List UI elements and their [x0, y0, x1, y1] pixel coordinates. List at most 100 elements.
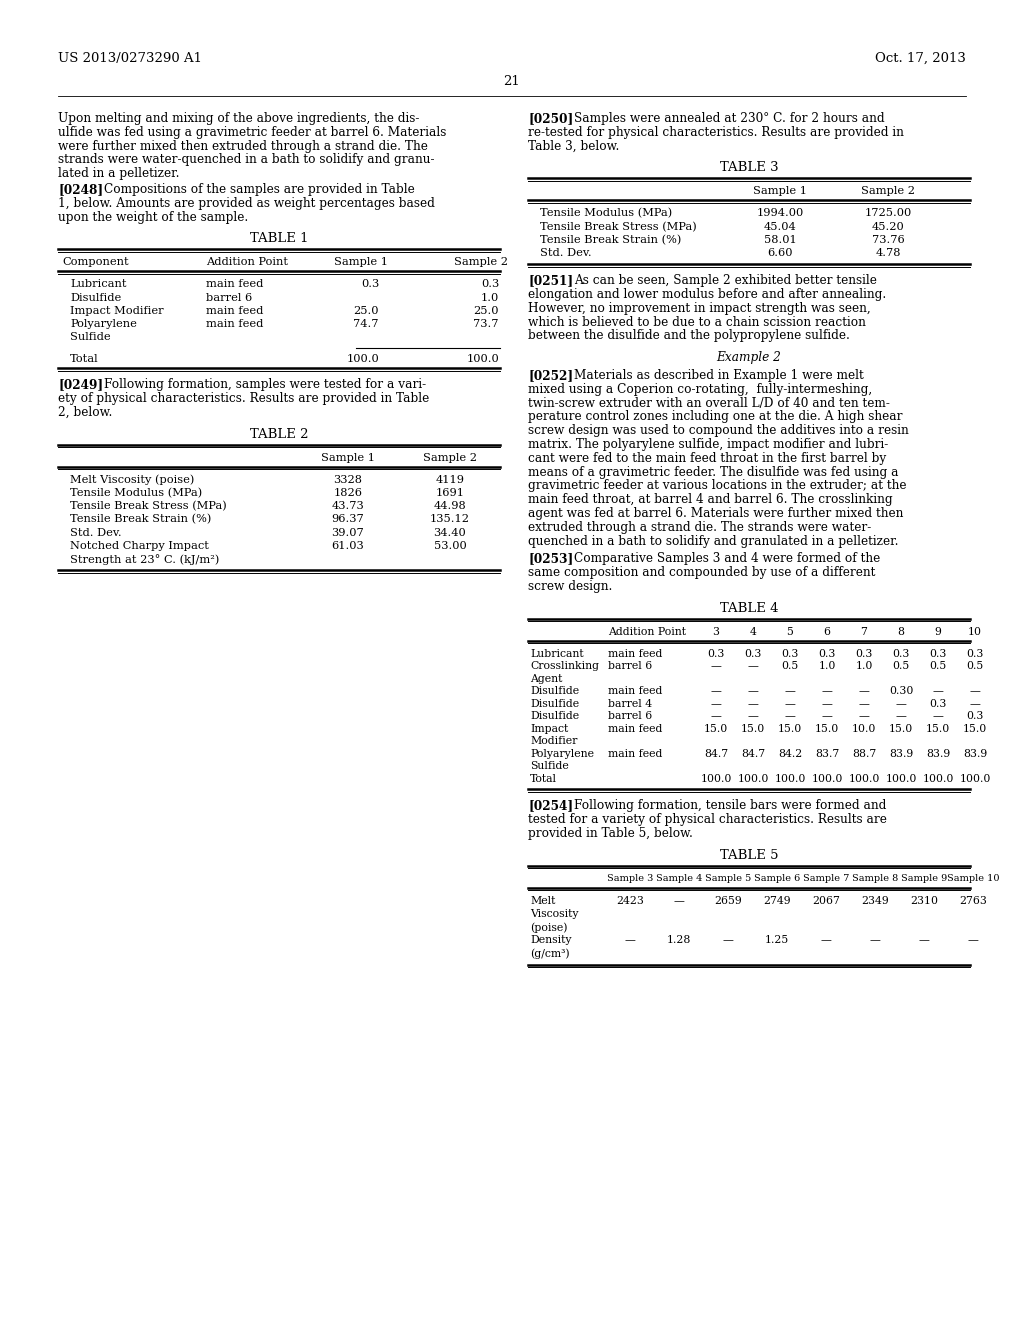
Text: Upon melting and mixing of the above ingredients, the dis-: Upon melting and mixing of the above ing…: [58, 112, 420, 125]
Text: 96.37: 96.37: [332, 515, 365, 524]
Text: 0.3: 0.3: [892, 649, 909, 659]
Text: TABLE 4: TABLE 4: [720, 602, 778, 615]
Text: 83.7: 83.7: [815, 748, 839, 759]
Text: [0253]: [0253]: [528, 552, 573, 565]
Text: —: —: [711, 711, 722, 721]
Text: cant were fed to the main feed throat in the first barrel by: cant were fed to the main feed throat in…: [528, 451, 886, 465]
Text: Viscosity: Viscosity: [530, 909, 579, 919]
Text: barrel 6: barrel 6: [608, 661, 652, 672]
Text: —: —: [919, 936, 930, 945]
Text: —: —: [748, 661, 759, 672]
Text: 1994.00: 1994.00: [757, 209, 804, 218]
Text: Sulfide: Sulfide: [530, 762, 568, 771]
Text: 100.0: 100.0: [346, 354, 379, 364]
Text: screw design was used to compound the additives into a resin: screw design was used to compound the ad…: [528, 424, 908, 437]
Text: Disulfide: Disulfide: [530, 698, 580, 709]
Text: 0.3: 0.3: [930, 649, 946, 659]
Text: 100.0: 100.0: [700, 774, 732, 784]
Text: Sample 5: Sample 5: [705, 874, 752, 883]
Text: 2763: 2763: [959, 896, 987, 906]
Text: 1691: 1691: [435, 488, 465, 498]
Text: —: —: [933, 711, 943, 721]
Text: —: —: [674, 896, 684, 906]
Text: 84.2: 84.2: [778, 748, 802, 759]
Text: 0.3: 0.3: [930, 698, 946, 709]
Text: Following formation, samples were tested for a vari-: Following formation, samples were tested…: [104, 379, 426, 392]
Text: Strength at 23° C. (kJ/m²): Strength at 23° C. (kJ/m²): [70, 554, 219, 565]
Text: 100.0: 100.0: [886, 774, 916, 784]
Text: perature control zones including one at the die. A high shear: perature control zones including one at …: [528, 411, 902, 424]
Text: —: —: [784, 711, 796, 721]
Text: —: —: [748, 686, 759, 697]
Text: —: —: [858, 698, 869, 709]
Text: main feed: main feed: [206, 319, 263, 329]
Text: Total: Total: [530, 774, 557, 784]
Text: 8: 8: [897, 627, 904, 636]
Text: quenched in a bath to solidify and granulated in a pelletizer.: quenched in a bath to solidify and granu…: [528, 535, 898, 548]
Text: TABLE 3: TABLE 3: [720, 161, 778, 174]
Text: 15.0: 15.0: [926, 723, 950, 734]
Text: main feed: main feed: [608, 686, 663, 697]
Text: 100.0: 100.0: [466, 354, 499, 364]
Text: Tensile Break Stress (MPa): Tensile Break Stress (MPa): [540, 222, 696, 232]
Text: Comparative Samples 3 and 4 were formed of the: Comparative Samples 3 and 4 were formed …: [574, 552, 881, 565]
Text: Compositions of the samples are provided in Table: Compositions of the samples are provided…: [104, 183, 415, 195]
Text: main feed: main feed: [206, 280, 263, 289]
Text: 0.3: 0.3: [967, 649, 984, 659]
Text: [0248]: [0248]: [58, 183, 103, 195]
Text: Notched Charpy Impact: Notched Charpy Impact: [70, 541, 209, 550]
Text: —: —: [858, 711, 869, 721]
Text: Lubricant: Lubricant: [70, 280, 127, 289]
Text: matrix. The polyarylene sulfide, impact modifier and lubri-: matrix. The polyarylene sulfide, impact …: [528, 438, 888, 451]
Text: same composition and compounded by use of a different: same composition and compounded by use o…: [528, 566, 876, 579]
Text: 2349: 2349: [861, 896, 889, 906]
Text: 25.0: 25.0: [353, 306, 379, 315]
Text: —: —: [821, 686, 833, 697]
Text: agent was fed at barrel 6. Materials were further mixed then: agent was fed at barrel 6. Materials wer…: [528, 507, 903, 520]
Text: 43.73: 43.73: [332, 502, 365, 511]
Text: main feed throat, at barrel 4 and barrel 6. The crosslinking: main feed throat, at barrel 4 and barrel…: [528, 494, 893, 506]
Text: 2, below.: 2, below.: [58, 407, 113, 418]
Text: Example 2: Example 2: [717, 351, 781, 364]
Text: barrel 4: barrel 4: [608, 698, 652, 709]
Text: Std. Dev.: Std. Dev.: [70, 528, 122, 537]
Text: 74.7: 74.7: [353, 319, 379, 329]
Text: —: —: [858, 686, 869, 697]
Text: As can be seen, Sample 2 exhibited better tensile: As can be seen, Sample 2 exhibited bette…: [574, 275, 877, 288]
Text: Total: Total: [70, 354, 98, 364]
Text: Density: Density: [530, 936, 571, 945]
Text: 0.30: 0.30: [889, 686, 913, 697]
Text: 83.9: 83.9: [889, 748, 913, 759]
Text: 88.7: 88.7: [852, 748, 877, 759]
Text: 10.0: 10.0: [852, 723, 877, 734]
Text: barrel 6: barrel 6: [206, 293, 252, 302]
Text: elongation and lower modulus before and after annealing.: elongation and lower modulus before and …: [528, 288, 886, 301]
Text: twin-screw extruder with an overall L/D of 40 and ten tem-: twin-screw extruder with an overall L/D …: [528, 396, 890, 409]
Text: tested for a variety of physical characteristics. Results are: tested for a variety of physical charact…: [528, 813, 887, 826]
Text: 5: 5: [786, 627, 794, 636]
Text: 100.0: 100.0: [923, 774, 953, 784]
Text: —: —: [723, 936, 733, 945]
Text: Sample 9: Sample 9: [901, 874, 947, 883]
Text: Addition Point: Addition Point: [608, 627, 686, 636]
Text: Polyarylene: Polyarylene: [530, 748, 594, 759]
Text: 45.04: 45.04: [764, 222, 797, 231]
Text: Modifier: Modifier: [530, 737, 578, 746]
Text: Sample 1: Sample 1: [753, 186, 807, 197]
Text: 135.12: 135.12: [430, 515, 470, 524]
Text: Std. Dev.: Std. Dev.: [540, 248, 592, 257]
Text: main feed: main feed: [608, 649, 663, 659]
Text: barrel 6: barrel 6: [608, 711, 652, 721]
Text: 73.76: 73.76: [871, 235, 904, 244]
Text: 100.0: 100.0: [848, 774, 880, 784]
Text: Tensile Break Stress (MPa): Tensile Break Stress (MPa): [70, 502, 226, 512]
Text: Sulfide: Sulfide: [70, 333, 111, 342]
Text: Impact: Impact: [530, 723, 568, 734]
Text: (g/cm³): (g/cm³): [530, 949, 569, 960]
Text: Addition Point: Addition Point: [206, 257, 288, 268]
Text: 73.7: 73.7: [473, 319, 499, 329]
Text: US 2013/0273290 A1: US 2013/0273290 A1: [58, 51, 202, 65]
Text: —: —: [933, 686, 943, 697]
Text: Impact Modifier: Impact Modifier: [70, 306, 164, 315]
Text: 1725.00: 1725.00: [864, 209, 911, 218]
